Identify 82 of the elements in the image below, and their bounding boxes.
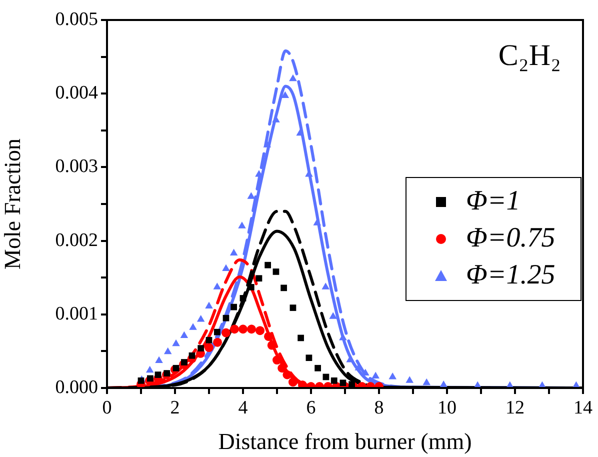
point (372, 372, 380, 378)
point (238, 324, 248, 334)
x-tick-label: 10 (438, 397, 456, 418)
legend-label: Φ=0.75 (466, 222, 556, 254)
point (306, 354, 312, 362)
x-tick-label: 8 (374, 397, 384, 418)
point (247, 324, 256, 334)
point (298, 334, 304, 342)
point (362, 368, 370, 376)
y-axis-title: Mole Fraction (0, 138, 25, 270)
point (340, 380, 346, 386)
point (181, 359, 188, 366)
point (290, 304, 296, 311)
y-tick-label: 0.001 (55, 303, 98, 324)
point (440, 380, 448, 388)
point (164, 370, 170, 376)
point (196, 315, 205, 322)
point (213, 338, 222, 347)
point (264, 332, 273, 341)
y-tick-label: 0.002 (55, 230, 98, 251)
point (348, 381, 355, 388)
annotation: C₂H₂ (498, 38, 561, 72)
point (256, 326, 264, 336)
x-tick-label: 14 (574, 397, 593, 418)
y-tick-label: 0.004 (55, 82, 98, 104)
x-tick-label: 2 (170, 397, 180, 418)
legend-label: Φ=1.25 (466, 259, 556, 290)
point (280, 284, 287, 292)
x-axis-title: Distance from burner (mm) (218, 429, 472, 454)
point (206, 336, 212, 344)
y-tick-label: 0.000 (55, 376, 98, 398)
point (247, 192, 256, 199)
point (289, 74, 297, 82)
point (147, 375, 154, 382)
point (406, 376, 414, 383)
point (172, 339, 180, 346)
x-tick-label: 6 (306, 397, 316, 418)
point (296, 128, 304, 136)
point (272, 268, 280, 275)
point (240, 295, 246, 302)
point (213, 282, 222, 290)
x-tick-label: 0 (102, 397, 112, 418)
point (281, 91, 290, 98)
point (188, 352, 196, 359)
point (330, 377, 338, 384)
point (422, 378, 430, 386)
point (164, 347, 172, 354)
point (322, 282, 330, 290)
point (204, 343, 214, 352)
point (222, 314, 230, 322)
point (205, 302, 213, 309)
point (189, 323, 197, 330)
point (222, 264, 230, 272)
point (267, 340, 276, 350)
x-tick-label: 4 (238, 397, 248, 418)
point (388, 372, 396, 380)
point (314, 364, 321, 372)
point (298, 380, 307, 388)
point (146, 366, 154, 373)
point (230, 304, 237, 310)
point (313, 218, 322, 226)
point (154, 372, 162, 378)
point (180, 331, 188, 338)
point (288, 378, 298, 387)
legend-label: Φ=1 (466, 185, 520, 216)
point (222, 328, 230, 338)
point (230, 248, 238, 256)
x-tick-label: 12 (506, 397, 524, 418)
point (198, 345, 204, 352)
y-tick-label: 0.005 (55, 8, 98, 30)
point (155, 356, 163, 364)
point (172, 364, 180, 372)
point (264, 262, 271, 268)
point (278, 364, 287, 373)
point (256, 275, 262, 282)
y-tick-label: 0.003 (55, 156, 98, 178)
point (272, 356, 282, 365)
point (263, 140, 272, 148)
point (238, 222, 246, 228)
point (230, 324, 239, 334)
point (214, 328, 220, 336)
point (329, 312, 337, 319)
